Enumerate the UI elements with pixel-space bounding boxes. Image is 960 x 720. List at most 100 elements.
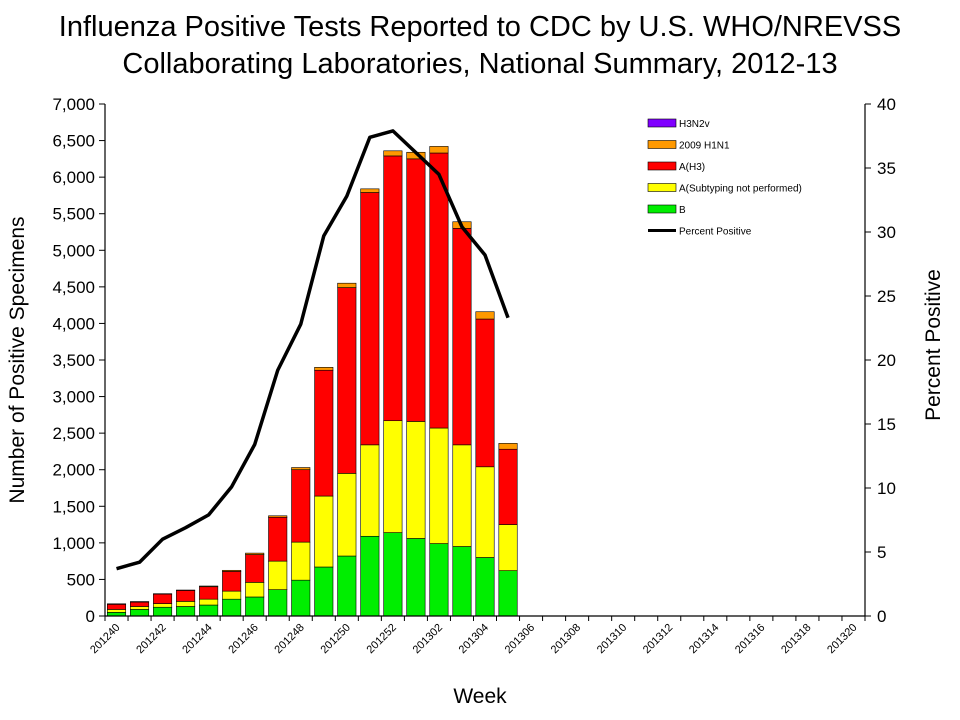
bar-201242-a-subtyping-not-performed	[153, 603, 173, 608]
legend-label-a-subtyping-not-performed: A(Subtyping not performed)	[679, 184, 802, 195]
legend-label-h3n2v: H3N2v	[679, 119, 710, 130]
x-tick-label: 201248	[272, 622, 306, 656]
bar-201251-2009-h1n1	[360, 188, 380, 193]
legend-label-b: B	[679, 205, 686, 216]
bar-201247-a-subtyping-not-performed	[268, 560, 288, 590]
y-tick-label: 2,500	[52, 424, 95, 443]
legend-label-percent-positive: Percent Positive	[679, 227, 752, 238]
x-tick-label: 201250	[318, 622, 352, 656]
y2-tick-label: 20	[877, 351, 896, 370]
bar-201242-b	[153, 606, 173, 617]
bar-201245-a-h3	[222, 571, 242, 592]
x-tick-label: 201310	[595, 622, 629, 656]
chart-title-line1: Influenza Positive Tests Reported to CDC…	[59, 11, 901, 43]
bar-201249-2009-h1n1	[314, 367, 334, 371]
bar-201241-a-h3	[130, 601, 150, 607]
bar-201243-a-subtyping-not-performed	[176, 601, 196, 607]
x-tick-label: 201308	[549, 622, 583, 656]
y-tick-label: 7,000	[52, 95, 95, 114]
legend-label-a-h3: A(H3)	[679, 162, 705, 173]
y-tick-label: 3,000	[52, 388, 95, 407]
bar-201247-2009-h1n1	[268, 515, 288, 518]
bar-201246-a-h3	[245, 554, 265, 583]
bar-201302-b	[429, 543, 449, 617]
bar-201251-a-subtyping-not-performed	[360, 444, 380, 537]
x-axis-title: Week	[453, 685, 507, 708]
x-tick-label: 201302	[411, 622, 445, 656]
bar-201246-2009-h1n1	[245, 552, 265, 555]
bar-201245-2009-h1n1	[222, 569, 242, 572]
y-tick-label: 500	[67, 570, 95, 589]
bar-201304-2009-h1n1	[475, 311, 495, 320]
bar-201304-a-h3	[475, 318, 495, 468]
x-tick-label: 201318	[779, 622, 813, 656]
chart-title-line2: Collaborating Laboratories, National Sum…	[122, 48, 837, 80]
bar-201303-a-h3	[452, 228, 472, 446]
bar-201248-b	[291, 579, 311, 617]
y-tick-label: 6,500	[52, 132, 95, 151]
legend: H3N2v 2009 H1N1 A(H3) A(Subtyping not perfo…	[647, 118, 802, 238]
bar-201245-a-subtyping-not-performed	[222, 590, 242, 600]
bar-201246-a-subtyping-not-performed	[245, 582, 265, 598]
y2-tick-label: 5	[877, 543, 886, 562]
bar-201242-a-h3	[153, 593, 173, 604]
y-tick-label: 3,500	[52, 351, 95, 370]
bar-201240-a-subtyping-not-performed	[107, 609, 127, 613]
x-tick-label: 201252	[365, 622, 399, 656]
legend-swatch-b	[647, 204, 677, 214]
percent-positive-line-layer	[116, 129, 510, 571]
bar-201248-a-h3	[291, 469, 311, 543]
bar-201302-a-subtyping-not-performed	[429, 427, 449, 544]
bar-201251-a-h3	[360, 192, 380, 446]
y-tick-label: 6,000	[52, 168, 95, 187]
x-tick-label: 201314	[687, 622, 721, 656]
bar-201251-b	[360, 535, 380, 617]
y-tick-label: 1,000	[52, 534, 95, 553]
y2-axis-ticks: 0 5 10 15 20 25 30 35 40	[865, 95, 896, 626]
x-tick-label: 201304	[457, 622, 491, 656]
bar-201247-b	[268, 589, 288, 617]
bar-201304-b	[475, 557, 495, 617]
bar-201304-a-subtyping-not-performed	[475, 466, 495, 558]
bar-201302-a-h3	[429, 152, 449, 429]
bar-201301-b	[406, 538, 426, 617]
bar-201240-a-h3	[107, 603, 127, 610]
bar-201249-a-subtyping-not-performed	[314, 495, 334, 568]
bar-201303-b	[452, 546, 472, 617]
y2-tick-label: 35	[877, 159, 896, 178]
bar-201303-a-subtyping-not-performed	[452, 444, 472, 547]
x-tick-label: 201240	[88, 622, 122, 656]
x-tick-label: 201316	[733, 622, 767, 656]
y-tick-label: 5,000	[52, 241, 95, 260]
bar-201305-2009-h1n1	[498, 443, 518, 450]
y2-tick-label: 15	[877, 415, 896, 434]
bar-201252-a-h3	[383, 155, 403, 422]
bar-201252-b	[383, 532, 403, 617]
x-tick-label: 201312	[641, 622, 675, 656]
legend-swatch-a-subtyping-not-performed	[647, 183, 677, 192]
bar-201248-2009-h1n1	[291, 467, 311, 471]
y-tick-label: 4,000	[52, 314, 95, 333]
bar-201305-a-subtyping-not-performed	[498, 524, 518, 571]
bar-201252-a-subtyping-not-performed	[383, 420, 403, 533]
bar-201249-b	[314, 566, 334, 617]
bar-201250-b	[337, 555, 357, 617]
bar-201250-a-h3	[337, 287, 357, 474]
bar-stacks	[107, 146, 518, 617]
x-tick-label: 201246	[226, 622, 260, 656]
y-tick-label: 4,500	[52, 278, 95, 297]
bar-201305-a-h3	[498, 448, 518, 525]
bar-201252-2009-h1n1	[383, 150, 403, 157]
bar-201249-a-h3	[314, 369, 334, 497]
legend-label-2009-h1n1: 2009 H1N1	[679, 141, 730, 152]
y-tick-label: 0	[86, 607, 95, 626]
bar-201241-a-subtyping-not-performed	[130, 606, 150, 610]
bar-201244-a-h3	[199, 586, 219, 600]
bar-201241-b	[130, 609, 150, 617]
bar-201246-b	[245, 596, 265, 617]
y-tick-label: 1,500	[52, 497, 95, 516]
y2-tick-label: 40	[877, 95, 896, 114]
legend-swatch-a-h3	[647, 161, 677, 171]
bar-201250-2009-h1n1	[337, 282, 357, 288]
